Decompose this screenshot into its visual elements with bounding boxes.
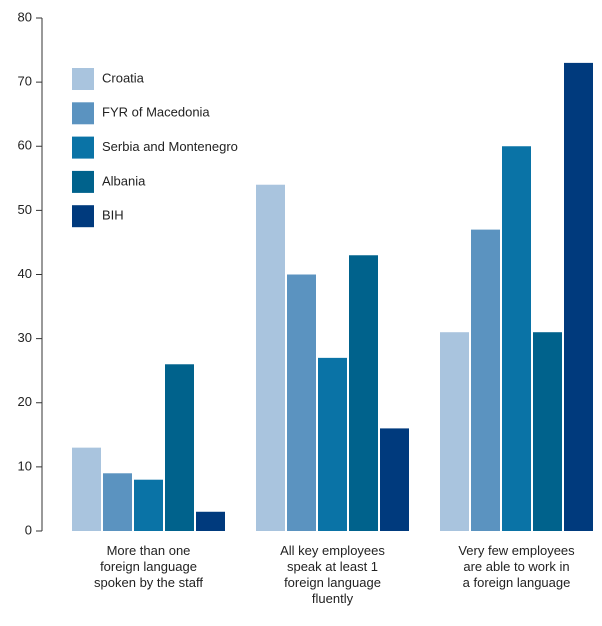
y-tick-label: 60: [18, 138, 32, 153]
bar: [103, 473, 132, 531]
bar: [196, 511, 225, 531]
y-tick-label: 10: [18, 458, 32, 473]
legend-label: BIH: [102, 208, 124, 223]
x-tick-label: All key employees speak at least 1 foreign…: [280, 543, 385, 606]
y-tick-label: 30: [18, 330, 32, 345]
y-tick-label: 70: [18, 74, 32, 89]
legend-label: Albania: [102, 173, 146, 188]
legend-label: FYR of Macedonia: [102, 105, 210, 120]
legend-swatch: [72, 68, 94, 90]
bar: [318, 357, 347, 531]
bar: [134, 479, 163, 531]
y-tick-label: 40: [18, 266, 32, 281]
x-tick-label: Very few employees are able to work in a f…: [458, 543, 575, 590]
x-tick-label: More than one foreign language spoken by t…: [94, 543, 203, 590]
y-tick-label: 80: [18, 9, 32, 24]
bar: [502, 146, 531, 531]
legend-swatch: [72, 170, 94, 193]
legend-label: Serbia and Montenegro: [102, 139, 238, 154]
bar: [471, 229, 500, 532]
bar: [72, 447, 101, 531]
legend-swatch: [72, 205, 94, 228]
bar: [533, 332, 562, 531]
bar: [287, 274, 316, 531]
legend-swatch: [72, 136, 94, 159]
bar: [165, 364, 194, 531]
y-tick-label: 0: [25, 522, 32, 537]
legend-swatch: [72, 102, 94, 125]
bar: [380, 428, 409, 531]
bar: [564, 62, 593, 531]
bar: [440, 332, 469, 531]
bar: [256, 184, 285, 531]
bar: [349, 255, 378, 531]
y-tick-label: 50: [18, 202, 32, 217]
y-tick-label: 20: [18, 394, 32, 409]
legend-label: Croatia: [102, 70, 145, 85]
